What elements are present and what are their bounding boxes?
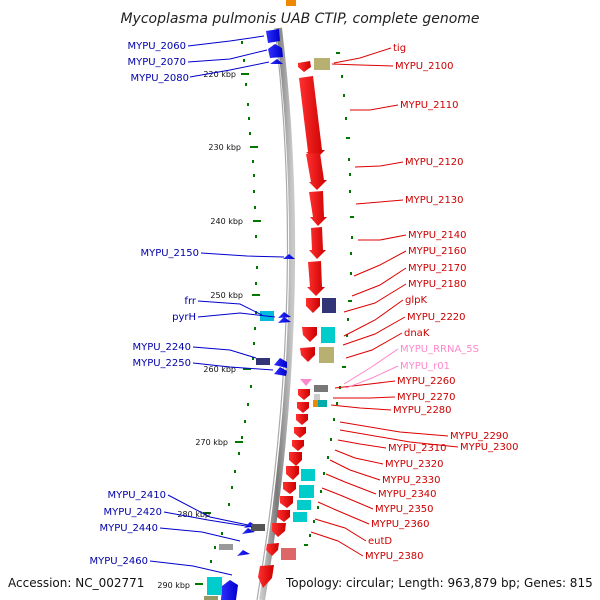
reverse-strand-genes [221,29,295,600]
gene-arrow-blue [242,528,255,534]
gene-label: MYPU_2380 [365,551,424,562]
gene-label: MYPU_2130 [405,195,464,206]
gene-arrow-red [297,402,309,413]
gene-label: MYPU_2310 [388,443,447,454]
map-title: Mycoplasma pulmonis UAB CTIP, complete g… [120,11,479,27]
gene-label: MYPU_2180 [408,279,467,290]
gene-label: MYPU_2170 [408,263,467,274]
gene-arrow-blue [237,550,250,556]
gene-arrow-red [294,427,306,438]
gene-label: MYPU_2120 [405,157,464,168]
gene-arrow-red [309,227,326,259]
gene-label: MYPU_2100 [395,61,454,72]
gene-label: MYPU_2250 [132,358,191,369]
kbp-tick-label: 280 kbp [177,510,210,519]
gene-arrow-red [307,261,325,296]
gene-arrow-blue [283,254,295,259]
gene-label: MYPU_2260 [397,376,456,387]
gene-label: eutD [368,536,392,547]
gene-label: MYPU_2140 [408,230,467,241]
genome-backbone [256,27,296,600]
gene-label: MYPU_2460 [89,556,148,567]
gene-arrow-red [258,565,274,588]
gene-arrow-red [292,440,304,451]
gc-track-left [210,41,258,563]
gene-label: frr [184,296,196,307]
left-gene-labels: MYPU_2060 MYPU_2070 MYPU_2080 MYPU_2150 … [89,41,199,567]
kbp-tick-label: 270 kbp [195,438,228,447]
kbp-tick-label: 240 kbp [210,217,243,226]
gene-label: MYPU_2240 [132,342,191,353]
gene-arrow-red [298,61,311,72]
gene-label: MYPU_2340 [378,489,437,500]
left-leader-lines [149,35,285,576]
gene-arrow-blue [278,312,291,318]
gene-label: MYPU_2110 [400,100,459,111]
gene-label: MYPU_2360 [371,519,430,530]
gene-label: MYPU_2060 [127,41,186,52]
right-leader-lines [310,47,459,557]
gene-arrow-blue [221,580,238,600]
forward-strand-genes [258,61,327,588]
gene-arrow-blue [270,59,283,64]
gene-arrow-red [306,153,327,190]
gene-label: MYPU_2070 [127,57,186,68]
gene-label: MYPU_2270 [397,392,456,403]
gene-label: MYPU_2420 [103,507,162,518]
feature-orange-top [286,0,296,6]
genome-summary-text: Topology: circular; Length: 963,879 bp; … [285,576,593,590]
gene-label: MYPU_2290 [450,431,509,442]
gene-arrow-blue [278,317,291,323]
gene-label: MYPU_2300 [460,442,519,453]
gene-label: MYPU_2350 [375,504,434,515]
right-gene-labels: tig MYPU_2100 MYPU_2110 MYPU_2120 MYPU_2… [365,43,519,562]
accession-text: Accession: NC_002771 [8,576,144,590]
gene-arrow-red [283,482,296,494]
gene-label: MYPU_2160 [408,246,467,257]
kbp-tick-label: 250 kbp [210,291,243,300]
cog-feature-boxes [204,58,336,600]
gene-arrow-blue [274,367,287,376]
rna-label: MYPU_RRNA_5S [400,344,479,355]
gene-label: dnaK [404,328,430,339]
kbp-tick-label: 260 kbp [203,365,236,374]
gene-label: pyrH [172,312,196,323]
gene-arrow-red [298,389,310,400]
rna-label: MYPU_r01 [400,361,450,372]
gene-arrow-red [309,191,327,226]
gene-arrow-red [306,298,320,313]
gene-label: MYPU_2080 [130,73,189,84]
gc-track-right [304,52,354,546]
gene-arrow-red [280,496,293,508]
gene-label: MYPU_2220 [407,312,466,323]
gene-arrow-blue [266,29,280,43]
gene-label: MYPU_2320 [385,459,444,470]
gene-label: tig [393,43,406,54]
gene-arrow-red [299,76,325,160]
kbp-tick-label: 230 kbp [208,143,241,152]
gene-arrow-red [300,347,315,362]
gene-arrow-red [286,466,299,480]
gene-arrow-red [272,523,286,537]
gene-label: glpK [405,295,427,306]
gene-arrow-red [266,543,279,556]
gene-arrow-blue [268,44,283,58]
gene-label: MYPU_2330 [382,475,441,486]
rna-leader-lines [343,348,399,389]
gene-arrow-blue [274,358,287,368]
gene-arrow-red [302,327,317,342]
kbp-tick-label: 220 kbp [203,70,236,79]
gene-arrow-red [289,452,302,466]
gene-arrow-red [300,379,312,386]
kbp-axis: 220 kbp 230 kbp 240 kbp 250 kbp 260 kbp … [157,70,261,590]
gene-label: MYPU_2280 [393,405,452,416]
gene-arrow-red [277,510,290,522]
gene-label: MYPU_2150 [140,248,199,259]
gene-label: MYPU_2410 [107,490,166,501]
gene-arrow-red [296,414,308,425]
gene-label: MYPU_2440 [99,523,158,534]
kbp-tick-label: 290 kbp [157,581,190,590]
